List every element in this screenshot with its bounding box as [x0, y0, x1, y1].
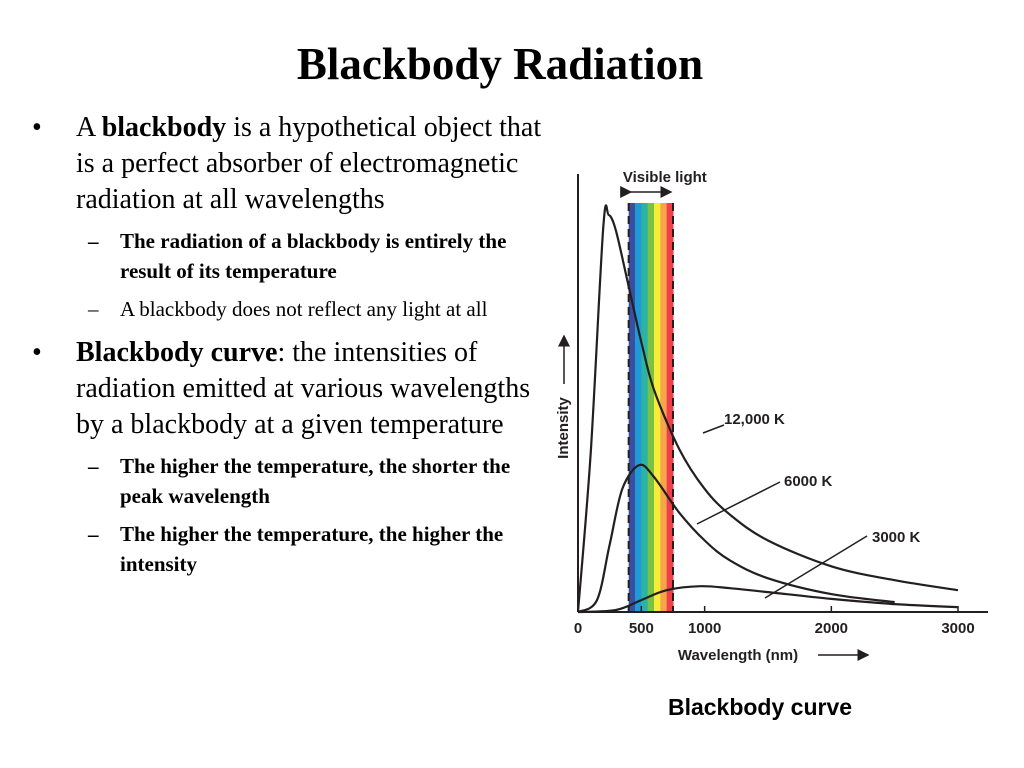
- bullet-blackbody-curve: • Blackbody curve: the intensities of ra…: [30, 335, 542, 443]
- sub-bullet-text: The higher the temperature, the shorter …: [120, 454, 511, 508]
- blackbody-chart: Visible light 0 500 1000 2000 3000 Wavelength…: [555, 169, 988, 664]
- curve-leader-line: [696, 481, 781, 525]
- dash-glyph: –: [88, 522, 99, 546]
- spectrum-stripe: [660, 203, 668, 612]
- sub-bullet-peak-wavelength: – The higher the temperature, the shorte…: [30, 451, 542, 511]
- sub-bullet-no-reflection: – A blackbody does not reflect any light…: [30, 294, 542, 324]
- slide-title: Blackbody Radiation: [296, 39, 704, 89]
- y-axis-label: Intensity: [555, 397, 572, 459]
- curve-leader-line: [702, 424, 725, 434]
- x-axis-label: Wavelength (nm): [678, 647, 798, 664]
- x-tick-label: 0: [574, 620, 582, 637]
- chart-axes: 0 500 1000 2000 3000 Wavelength (nm) Intensity: [555, 174, 988, 664]
- bullet-list: • A blackbody is a hypothetical object t…: [30, 110, 542, 579]
- dash-glyph: –: [88, 229, 99, 253]
- spectrum-stripe: [628, 203, 636, 612]
- spectrum-stripe: [654, 203, 661, 612]
- label-group: 12,000 K 6000 K 3000 K: [696, 411, 921, 599]
- spectrum-stripe: [666, 203, 674, 612]
- curve-leader-line: [764, 535, 868, 599]
- curve-6000k: [577, 463, 895, 614]
- spectrum-stripe: [647, 203, 655, 612]
- spectrum-stripe: [641, 203, 649, 612]
- x-tick-label: 2000: [815, 620, 848, 637]
- sub-bullet-text: The higher the temperature, the higher t…: [120, 522, 504, 576]
- x-tick-label: 3000: [941, 620, 974, 637]
- curve-label: 6000 K: [784, 473, 833, 490]
- curve-group: [576, 204, 959, 614]
- curve-3000k: [577, 585, 959, 614]
- bullet-glyph: •: [32, 112, 42, 143]
- bullet-glyph: •: [32, 337, 42, 368]
- bullet-text: A: [76, 112, 102, 143]
- x-tick-label: 500: [629, 620, 654, 637]
- sub-bullet-intensity: – The higher the temperature, the higher…: [30, 519, 542, 579]
- visible-light-label: Visible light: [623, 169, 707, 186]
- sub-bullet-text: A blackbody does not reflect any light a…: [120, 297, 488, 321]
- dash-glyph: –: [88, 454, 99, 478]
- bullet-text: is a hypothetical object that is a perfe…: [76, 112, 542, 215]
- sub-bullet-temperature: – The radiation of a blackbody is entire…: [30, 226, 542, 286]
- sub-bullet-text: The radiation of a blackbody is entirely…: [120, 229, 507, 283]
- curve-12000k: [576, 204, 959, 613]
- bullet-term-blackbody: blackbody: [101, 112, 227, 143]
- spectrum-stripe: [635, 203, 642, 612]
- visible-light-band: Visible light: [620, 169, 707, 612]
- bullet-text: : the intensities of radiation emitted a…: [76, 337, 531, 440]
- curve-label: 12,000 K: [724, 411, 785, 428]
- curve-label: 3000 K: [872, 529, 921, 546]
- dash-glyph: –: [88, 297, 99, 321]
- bullet-term-blackbody-curve: Blackbody curve: [76, 337, 278, 368]
- bullet-blackbody-definition: • A blackbody is a hypothetical object t…: [30, 110, 542, 218]
- chart-caption: Blackbody curve: [667, 694, 853, 720]
- x-tick-label: 1000: [688, 620, 721, 637]
